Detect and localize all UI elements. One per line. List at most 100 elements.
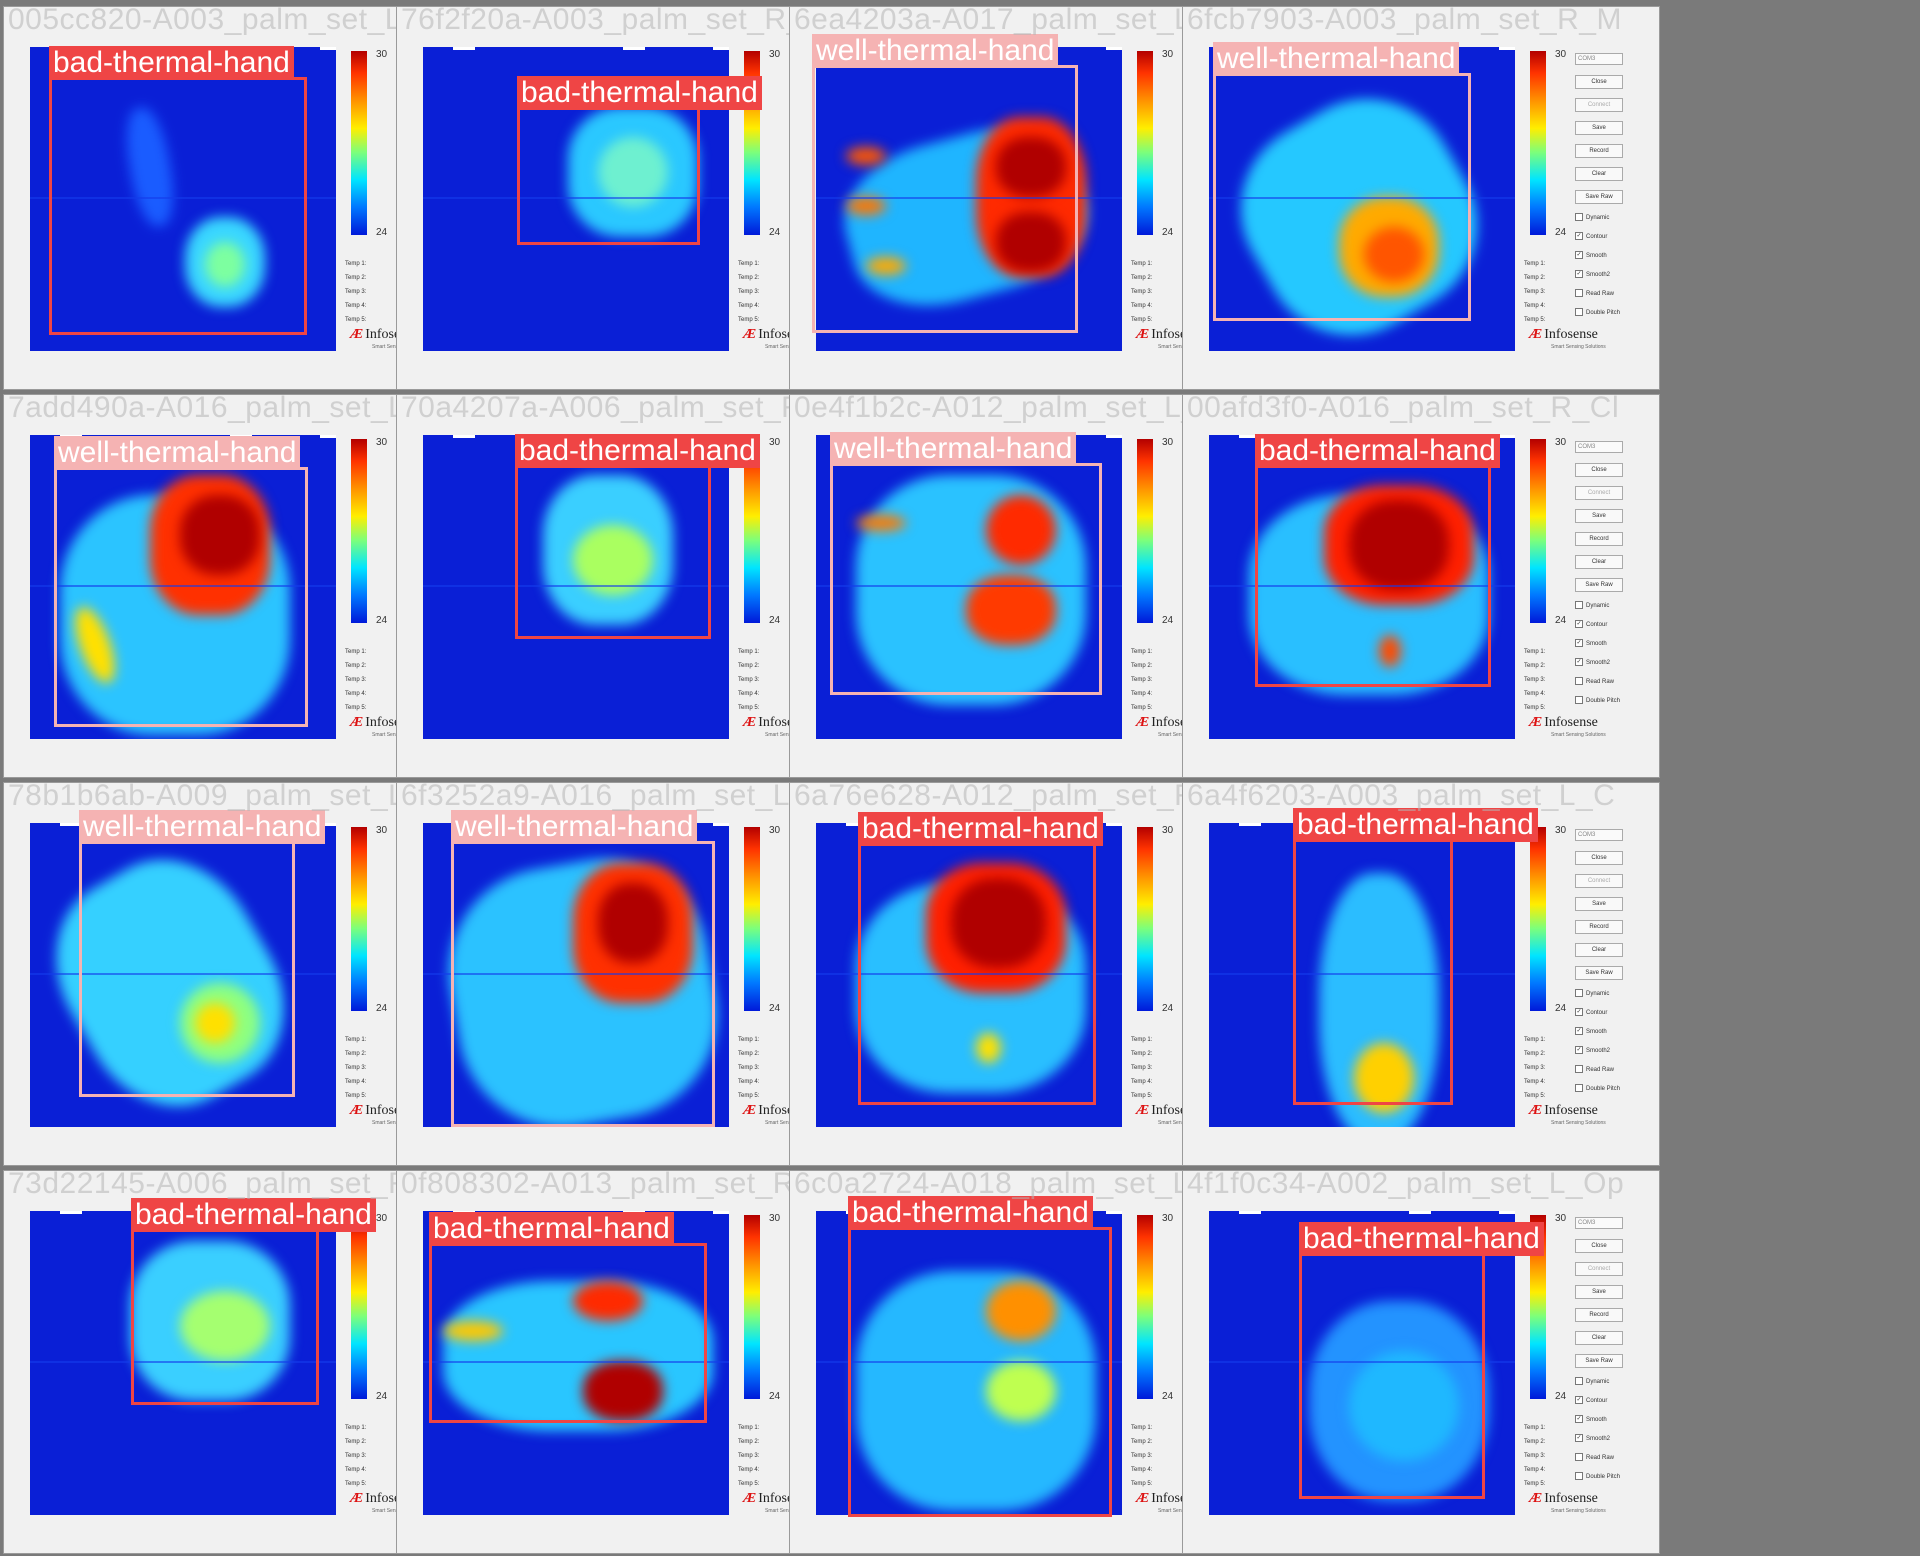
record-button[interactable]: Record (1575, 1308, 1623, 1322)
smooth-checkbox[interactable]: ✓Smooth (1575, 1415, 1607, 1424)
double-pitch-checkbox[interactable]: Double Pitch (1575, 696, 1627, 706)
record-button[interactable]: Record (1575, 532, 1623, 546)
dynamic-checkbox[interactable]: Dynamic (1575, 1377, 1627, 1387)
temp-label: Temp 5: (1131, 317, 1153, 323)
smooth2-checkbox[interactable]: ✓Smooth2 (1575, 658, 1611, 667)
smooth-checkbox[interactable]: ✓Smooth (1575, 639, 1607, 648)
checkbox-mark: ✓ (1575, 251, 1583, 260)
double-pitch-checkbox[interactable]: Double Pitch (1575, 1472, 1627, 1482)
control-panel: COM3 Close Connect Save Record Clear Save Raw D… (1575, 829, 1627, 1103)
temp-label: Temp 1: (738, 649, 760, 655)
temperature-readouts: Temp 1: Temp 2: Temp 3: Temp 4: Temp 5: (1524, 645, 1545, 715)
temp-label: Temp 1: (738, 1425, 760, 1431)
save-raw-button[interactable]: Save Raw (1575, 578, 1623, 592)
close-button[interactable]: Close (1575, 1239, 1623, 1253)
temp-label: Temp 5: (1524, 317, 1546, 323)
smooth2-checkbox[interactable]: ✓Smooth2 (1575, 1046, 1611, 1055)
read-raw-checkbox[interactable]: Read Raw (1575, 1453, 1627, 1463)
contour-checkbox[interactable]: ✓Contour (1575, 232, 1608, 241)
detection-label: bad-thermal-hand (49, 46, 294, 80)
temp-label: Temp 1: (738, 261, 760, 267)
com-port-select[interactable]: COM3 (1575, 1217, 1623, 1229)
control-panel: COM3 Close Connect Save Record Clear Save Raw D… (1575, 441, 1627, 715)
detection-box: bad-thermal-hand (1255, 434, 1500, 687)
close-button[interactable]: Close (1575, 851, 1623, 865)
save-button[interactable]: Save (1575, 121, 1623, 135)
smooth-checkbox[interactable]: ✓Smooth (1575, 1027, 1607, 1036)
save-button[interactable]: Save (1575, 509, 1623, 523)
detection-box: well-thermal-hand (830, 432, 1102, 695)
temp-label: Temp 3: (738, 1065, 760, 1071)
temp-label: Temp 3: (345, 677, 367, 683)
checkbox-mark: ✓ (1575, 658, 1583, 667)
connect-button[interactable]: Connect (1575, 98, 1623, 112)
filename-caption: 4f1f0c34-A002_palm_set_L_Op (1187, 1170, 1625, 1200)
com-port-select[interactable]: COM3 (1575, 829, 1623, 841)
read-raw-checkbox[interactable]: Read Raw (1575, 677, 1627, 687)
connect-button[interactable]: Connect (1575, 486, 1623, 500)
temp-label: Temp 5: (738, 1093, 760, 1099)
checkbox-mark (1575, 308, 1583, 317)
checkbox-mark (1575, 677, 1583, 686)
connect-button[interactable]: Connect (1575, 874, 1623, 888)
heat-blob (598, 137, 668, 207)
temp-label: Temp 4: (1131, 303, 1153, 309)
heat-blob (205, 242, 245, 287)
sensor-seam (816, 197, 1122, 199)
double-pitch-checkbox[interactable]: Double Pitch (1575, 1084, 1627, 1094)
temperature-readouts: Temp 1: Temp 2: Temp 3: Temp 4: Temp 5: (738, 1033, 759, 1103)
temperature-readouts: Temp 1: Temp 2: Temp 3: Temp 4: Temp 5: (1131, 1421, 1152, 1491)
control-panel: COM3 Close Connect Save Record Clear Save Raw D… (1575, 53, 1627, 327)
temp-label: Temp 3: (1131, 1065, 1153, 1071)
save-raw-button[interactable]: Save Raw (1575, 1354, 1623, 1368)
contour-checkbox[interactable]: ✓Contour (1575, 620, 1608, 629)
contour-checkbox[interactable]: ✓Contour (1575, 1396, 1608, 1405)
smooth2-checkbox[interactable]: ✓Smooth2 (1575, 1434, 1611, 1443)
com-port-select[interactable]: COM3 (1575, 53, 1623, 65)
save-button[interactable]: Save (1575, 897, 1623, 911)
sensor-seam (1209, 585, 1515, 587)
save-raw-button[interactable]: Save Raw (1575, 190, 1623, 204)
dynamic-checkbox[interactable]: Dynamic (1575, 213, 1627, 223)
double-pitch-checkbox[interactable]: Double Pitch (1575, 308, 1627, 318)
save-raw-button[interactable]: Save Raw (1575, 966, 1623, 980)
colorbar-max-label: 30 (1555, 1213, 1567, 1224)
sensor-seam (816, 1361, 1122, 1363)
save-button[interactable]: Save (1575, 1285, 1623, 1299)
colorbar (351, 827, 367, 1011)
colorbar (351, 51, 367, 235)
read-raw-checkbox[interactable]: Read Raw (1575, 289, 1627, 299)
temp-label: Temp 3: (1524, 1453, 1546, 1459)
contour-checkbox[interactable]: ✓Contour (1575, 1008, 1608, 1017)
colorbar (1530, 827, 1546, 1011)
colorbar-min-label: 24 (1555, 227, 1567, 238)
read-raw-checkbox[interactable]: Read Raw (1575, 1065, 1627, 1075)
close-button[interactable]: Close (1575, 463, 1623, 477)
connect-button[interactable]: Connect (1575, 1262, 1623, 1276)
frame-tick (623, 47, 645, 50)
close-button[interactable]: Close (1575, 75, 1623, 89)
clear-button[interactable]: Clear (1575, 1331, 1623, 1345)
colorbar (1137, 51, 1153, 235)
record-button[interactable]: Record (1575, 920, 1623, 934)
com-port-select[interactable]: COM3 (1575, 441, 1623, 453)
smooth2-checkbox[interactable]: ✓Smooth2 (1575, 270, 1611, 279)
colorbar (1530, 439, 1546, 623)
colorbar-max-label: 30 (769, 49, 781, 60)
temperature-readouts: Temp 1: Temp 2: Temp 3: Temp 4: Temp 5: (1524, 1033, 1545, 1103)
screenshot-tile: 30 24 COM3 Close Connect Save Record Clear Save … (1182, 1170, 1660, 1554)
detection-box: bad-thermal-hand (858, 812, 1103, 1105)
detection-label: bad-thermal-hand (1299, 1222, 1544, 1256)
dynamic-checkbox[interactable]: Dynamic (1575, 601, 1627, 611)
colorbar (1137, 1215, 1153, 1399)
smooth-checkbox[interactable]: ✓Smooth (1575, 251, 1607, 260)
temp-label: Temp 4: (1524, 303, 1546, 309)
dynamic-checkbox[interactable]: Dynamic (1575, 989, 1627, 999)
clear-button[interactable]: Clear (1575, 943, 1623, 957)
clear-button[interactable]: Clear (1575, 167, 1623, 181)
heat-blob (846, 197, 886, 215)
colorbar-min-label: 24 (376, 1391, 388, 1402)
temp-label: Temp 2: (345, 1051, 367, 1057)
record-button[interactable]: Record (1575, 144, 1623, 158)
clear-button[interactable]: Clear (1575, 555, 1623, 569)
